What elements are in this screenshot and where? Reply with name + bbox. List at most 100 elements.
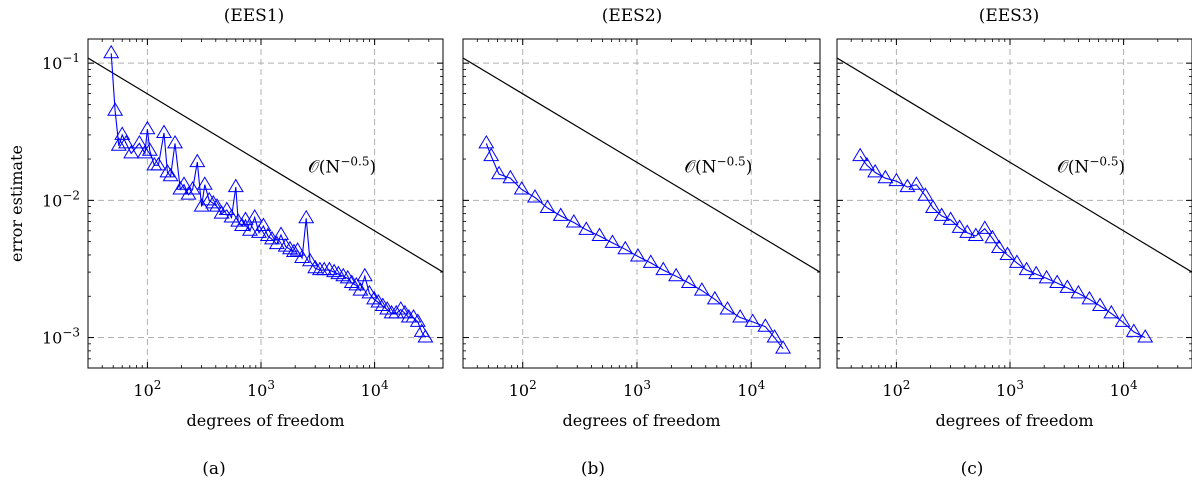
data-point-triangle [374, 297, 391, 311]
data-point-triangle [343, 274, 360, 288]
data-point-triangle [209, 198, 226, 212]
data-point-triangle [502, 169, 519, 184]
data-point-triangle [867, 163, 884, 178]
data-point-triangle [526, 188, 543, 203]
data-point-triangle [1070, 284, 1087, 299]
panel-a: (EES1) 102 103 104 10−3 10−2 10−1 𝒪(N−0.5) degr… [7, 6, 444, 479]
data-point-triangle [655, 261, 672, 276]
data-point-triangle [629, 247, 646, 262]
series-line [485, 143, 784, 350]
data-point-triangle [604, 234, 621, 248]
y-tick-label: 10−2 [42, 188, 80, 210]
data-point-triangle [321, 261, 338, 276]
data-point-triangle [289, 242, 306, 256]
data-point-triangle [908, 176, 925, 190]
data-point-triangle [744, 313, 761, 327]
data-point-triangle [330, 265, 347, 280]
reference-line-label: 𝒪(N−0.5) [308, 154, 376, 177]
data-point-triangle [539, 199, 556, 213]
data-point-triangle [110, 137, 127, 151]
data-point-triangle [990, 239, 1007, 253]
data-point-triangle [162, 167, 179, 182]
data-point-triangle [396, 304, 413, 319]
data-point-triangle [352, 282, 369, 296]
data-point-triangle [131, 134, 148, 149]
panel-b-plot: 102 103 104 𝒪(N−0.5) degrees of freedom [462, 38, 821, 430]
data-point-triangle [150, 156, 167, 171]
data-point-triangle [184, 181, 201, 195]
data-point-triangle [1008, 254, 1025, 268]
panel-c-plot: 102 103 104 𝒪(N−0.5) degrees of freedom [836, 38, 1192, 430]
data-point-triangle [259, 227, 276, 241]
data-point-triangle [237, 211, 254, 225]
data-point-triangle [976, 220, 993, 234]
data-point-triangle [1103, 304, 1120, 319]
data-point-triangle [268, 235, 285, 250]
data-point-triangle [877, 169, 894, 184]
data-point-triangle [732, 309, 749, 323]
panel-c: (EES3) 102 103 104 𝒪(N−0.5) degrees of freed… [836, 6, 1192, 479]
y-axis-label: error estimate [7, 145, 26, 262]
data-point-triangle [370, 294, 387, 308]
data-point-triangle [578, 221, 595, 235]
data-point-triangle [942, 211, 959, 225]
data-point-triangle [139, 120, 156, 135]
data-point-triangle [227, 178, 244, 193]
data-point-triangle [103, 44, 120, 59]
data-point-triangle [230, 213, 247, 227]
data-point-triangle [1092, 297, 1109, 311]
panel-a-caption: (a) [202, 459, 225, 479]
data-point-triangle [693, 282, 710, 296]
x-tick-label: 103 [996, 378, 1024, 400]
plot-frame [87, 38, 444, 369]
data-point-triangle [123, 144, 140, 159]
y-tick-label: 10−3 [42, 326, 80, 348]
data-point-triangle [356, 267, 373, 282]
data-point-triangle [223, 209, 240, 223]
data-point-triangle [933, 207, 950, 221]
data-point-triangle [513, 181, 530, 195]
data-point-triangle [218, 201, 235, 216]
x-tick-label: 104 [361, 378, 389, 400]
data-point-triangle [1018, 261, 1035, 276]
panel-a-title: (EES1) [224, 6, 285, 26]
x-axis-label: degrees of freedom [935, 411, 1093, 430]
data-point-triangle [483, 147, 500, 162]
data-point-triangle [1081, 290, 1098, 305]
data-point-triangle [719, 301, 736, 315]
data-point-triangle [999, 246, 1016, 260]
data-point-triangle [1114, 313, 1131, 327]
data-point-triangle [552, 207, 569, 221]
data-point-triangle [118, 134, 135, 149]
data-point-triangle [1038, 269, 1055, 284]
data-point-triangle [326, 263, 343, 278]
data-point-triangle [967, 227, 984, 241]
data-point-triangle [491, 165, 508, 180]
data-point-triangle [114, 126, 131, 140]
data-point-triangle [366, 290, 383, 305]
data-point-triangle [180, 186, 197, 200]
x-axis-label: degrees of freedom [186, 411, 344, 430]
data-point-triangle [565, 213, 582, 228]
data-point-triangle [984, 229, 1001, 244]
panel-a-plot: 102 103 104 10−3 10−2 10−1 𝒪(N−0.5) degrees of … [7, 38, 444, 430]
data-point-triangle [388, 304, 405, 319]
data-point-triangle [136, 144, 153, 159]
x-tick-label: 104 [1110, 378, 1138, 400]
x-tick-label: 103 [247, 378, 275, 400]
data-point-triangle [1137, 329, 1154, 343]
data-point-triangle [298, 209, 315, 224]
data-point-triangle [409, 313, 426, 327]
data-point-triangle [1059, 279, 1076, 293]
data-point-triangle [205, 194, 222, 209]
x-tick-label: 103 [623, 378, 651, 400]
data-point-triangle [294, 249, 311, 264]
data-point-triangle [917, 187, 934, 201]
data-point-triangle [361, 284, 378, 299]
data-point-triangle [241, 222, 258, 236]
data-point-triangle [264, 230, 281, 245]
panel-b-title: (EES2) [602, 6, 663, 26]
x-tick-label: 102 [882, 378, 910, 400]
reference-line-label: 𝒪(N−0.5) [684, 154, 752, 177]
data-point-triangle [285, 243, 302, 258]
